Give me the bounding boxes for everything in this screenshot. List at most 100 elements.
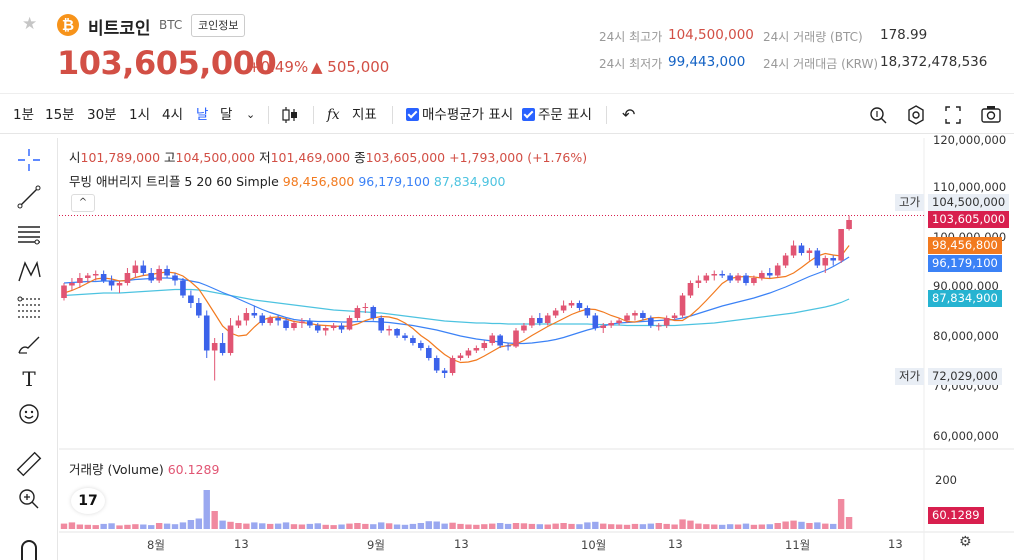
volume-bar [235, 523, 242, 529]
volume-bar [227, 521, 234, 529]
volume-bar [243, 523, 250, 529]
y-axis-label: 110,000,000 [933, 180, 1007, 194]
candle-body [473, 348, 480, 351]
candle-body [663, 318, 670, 326]
volume-bar [362, 523, 369, 529]
undo-icon[interactable]: ↶ [622, 105, 636, 124]
volume-bar [774, 523, 781, 529]
horizontal-lines-icon[interactable] [15, 220, 43, 248]
volume-bar [140, 524, 147, 529]
indicator-button[interactable]: 지표 [352, 107, 377, 123]
candle-body [608, 323, 614, 326]
interval-30m[interactable]: 30분 [87, 107, 117, 123]
candle-body [497, 335, 503, 346]
text-tool-icon[interactable]: T [22, 367, 36, 391]
candle-body [632, 313, 638, 316]
ohlc-legend: 시101,789,000 고104,500,000 저101,469,000 종… [69, 150, 588, 165]
candle-body [116, 283, 123, 286]
volume-bar [489, 523, 496, 529]
candle-body [735, 275, 741, 281]
magnet-icon[interactable] [15, 534, 43, 560]
tradingview-logo-icon[interactable]: 17 [71, 488, 105, 514]
trend-line-icon[interactable] [15, 183, 43, 211]
candle-body [624, 315, 630, 321]
candle-body [584, 308, 591, 316]
candle-body [814, 250, 821, 266]
indicator-fx-icon[interactable]: fx [327, 107, 340, 123]
volume-bar [687, 520, 694, 529]
volume-bar [528, 523, 536, 529]
candle-body [441, 370, 448, 373]
ma20-value: 96,179,100 [358, 174, 430, 189]
low-marker-label: 저가 [895, 368, 925, 385]
volume-bar [814, 522, 821, 529]
volume-bar [433, 521, 440, 529]
settings-hexagon-icon[interactable] [905, 96, 927, 134]
avg-price-checkbox[interactable]: 매수평균가 표시 [406, 96, 513, 134]
zoom-in-icon[interactable] [15, 485, 43, 513]
candle-body [77, 278, 83, 283]
volume-bar [441, 523, 448, 529]
interval-1h[interactable]: 1시 [129, 107, 151, 123]
interval-dropdown-chevron-icon[interactable]: ⌄ [246, 108, 256, 121]
interval-month[interactable]: 달 [220, 107, 233, 123]
emoji-icon[interactable] [15, 400, 43, 428]
interval-1m[interactable]: 1분 [13, 107, 35, 123]
volume-bar [734, 524, 742, 529]
candle-body [61, 285, 67, 298]
interval-15m[interactable]: 15분 [45, 107, 75, 123]
volume-bar [259, 523, 266, 529]
coin-header: ★ ₿ 비트코인 BTC 코인정보 103,605,000 +0.49% ▲ 5… [0, 0, 1014, 94]
candle-body [568, 303, 575, 306]
volume-legend: 거래량 (Volume) 60.1289 [69, 459, 219, 478]
brush-icon[interactable] [15, 329, 43, 357]
volume-bar [282, 522, 290, 529]
order-display-checkbox[interactable]: 주문 표시 [522, 96, 592, 134]
current-price: 103,605,000 [57, 44, 277, 82]
volume-bar [520, 523, 528, 529]
price-chart[interactable]: 시101,789,000 고104,500,000 저101,469,000 종… [59, 133, 1014, 560]
candle-body [386, 329, 392, 331]
candle-body [425, 348, 432, 358]
volume-bar [60, 523, 68, 529]
crosshair-icon[interactable] [15, 146, 43, 174]
chart-settings-gear-icon[interactable]: ⚙ [959, 534, 972, 550]
interval-day[interactable]: 날 [196, 107, 209, 123]
candle-body [806, 250, 813, 253]
legend-collapse-button[interactable]: ^ [71, 194, 95, 212]
volume-bar [322, 524, 329, 529]
candle-body [132, 265, 139, 273]
coin-info-button[interactable]: 코인정보 [191, 14, 246, 37]
order-display-label: 주문 표시 [538, 107, 592, 123]
favorite-star-icon[interactable]: ★ [22, 14, 38, 34]
x-axis-label: 11월 [785, 538, 811, 552]
ruler-icon[interactable] [15, 450, 43, 478]
candle-body [640, 313, 646, 318]
chart-canvas[interactable] [59, 138, 1014, 560]
candle-body [346, 318, 353, 330]
close-value: 103,605,000 [365, 150, 446, 165]
candle-body [790, 245, 797, 256]
interval-4h[interactable]: 4시 [162, 107, 184, 123]
coin-symbol: BTC [159, 18, 183, 32]
candle-body [235, 320, 242, 326]
ma60-tag: 87,834,900 [928, 290, 1002, 307]
volume-bar [124, 524, 131, 529]
volume-bar [837, 499, 845, 529]
candle-body [727, 275, 733, 281]
zoom-cursor-icon[interactable] [868, 96, 888, 134]
screenshot-camera-icon[interactable] [980, 96, 1002, 134]
ma20-tag: 96,179,100 [928, 255, 1002, 272]
volume-tag: 60.1289 [928, 507, 984, 524]
volume-bar [560, 523, 567, 529]
y-axis-label: 80,000,000 [933, 329, 999, 343]
ma-legend: 무빙 애버리지 트리플 5 20 60 Simple 98,456,800 96… [69, 171, 505, 190]
fibonacci-icon[interactable] [15, 293, 43, 321]
fullscreen-icon[interactable] [944, 96, 962, 134]
pattern-tool-icon[interactable] [15, 257, 43, 285]
volume-bar [187, 520, 195, 529]
candle-type-icon[interactable] [281, 96, 299, 134]
volume-bar [758, 524, 766, 529]
volume-bar [449, 522, 456, 529]
volume-bar [766, 524, 773, 529]
